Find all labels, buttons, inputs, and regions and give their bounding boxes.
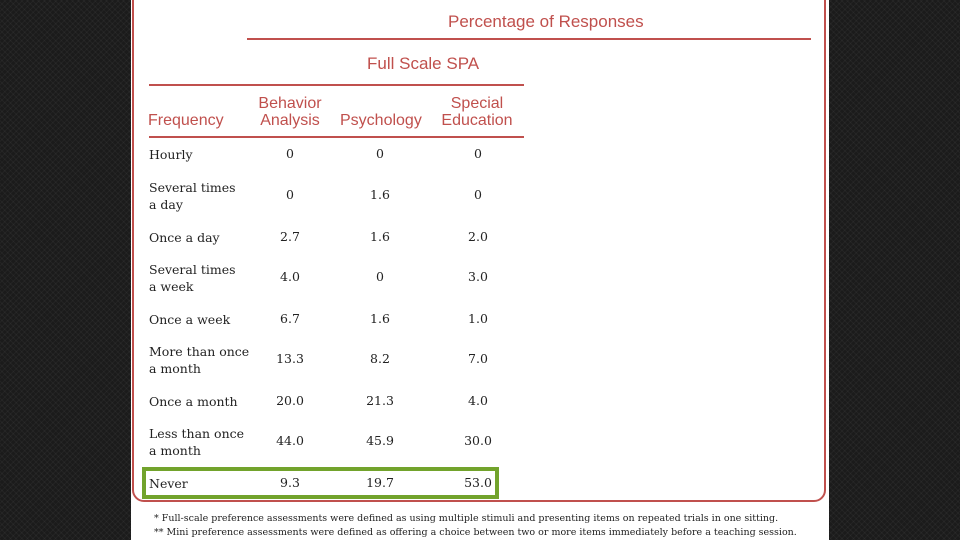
cell-behavior-analysis: 6.7 [280,311,300,326]
row-label: Less than once a month [149,426,245,458]
cell-special-education: 53.0 [464,475,492,490]
table-frame [132,0,826,502]
row-label: Once a month [149,394,238,409]
footnote-mini: ** Mini preference assessments were defi… [154,527,797,538]
cell-psychology: 0 [376,146,384,161]
cell-special-education: 0 [474,187,482,202]
cell-behavior-analysis: 4.0 [280,269,300,284]
cell-special-education: 30.0 [464,433,492,448]
never-row-highlight [142,467,499,499]
cell-special-education: 0 [474,146,482,161]
cell-behavior-analysis: 20.0 [276,393,304,408]
cell-psychology: 0 [376,269,384,284]
row-label: More than once a month [149,344,250,376]
cell-behavior-analysis: 13.3 [276,351,304,366]
percentage-header: Percentage of Responses [448,12,644,31]
cell-psychology: 1.6 [370,311,390,326]
row-label: Once a day [149,230,220,245]
row-label: Several times a day [149,180,236,212]
column-header-rule [149,136,524,138]
cell-special-education: 3.0 [468,269,488,284]
cell-behavior-analysis: 9.3 [280,475,300,490]
row-label: Hourly [149,147,193,162]
cell-special-education: 7.0 [468,351,488,366]
column-header-frequency: Frequency [148,112,224,129]
header-rule [247,38,811,40]
column-header-behavior-analysis: Behavior Analysis [258,95,322,129]
cell-special-education: 1.0 [468,311,488,326]
cell-special-education: 4.0 [468,393,488,408]
row-label: Once a week [149,312,231,327]
cell-behavior-analysis: 0 [286,146,294,161]
cell-psychology: 21.3 [366,393,394,408]
cell-psychology: 45.9 [366,433,394,448]
subheader-rule [149,84,524,86]
full-scale-header: Full Scale SPA [367,54,480,73]
cell-psychology: 1.6 [370,187,390,202]
cell-behavior-analysis: 44.0 [276,433,304,448]
cell-psychology: 19.7 [366,475,394,490]
cell-behavior-analysis: 2.7 [280,229,300,244]
row-label: Several times a week [149,262,236,294]
footnote-full-scale: * Full-scale preference assessments were… [154,513,779,524]
row-label: Never [149,476,188,491]
column-header-psychology: Psychology [340,112,422,129]
cell-special-education: 2.0 [468,229,488,244]
cell-psychology: 8.2 [370,351,390,366]
cell-psychology: 1.6 [370,229,390,244]
cell-behavior-analysis: 0 [286,187,294,202]
column-header-special-education: Special Education [441,95,513,129]
